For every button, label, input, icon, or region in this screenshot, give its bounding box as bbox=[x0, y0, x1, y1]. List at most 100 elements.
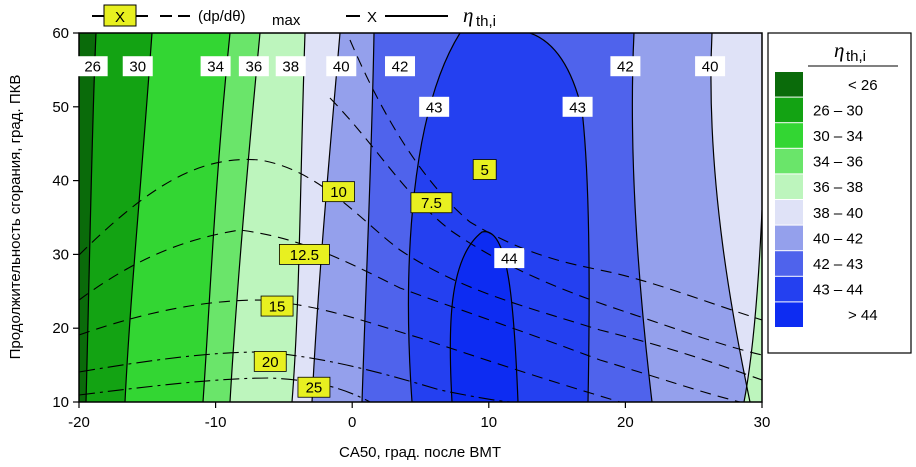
color-legend-swatch bbox=[775, 72, 803, 97]
eta-contour-label: 40 bbox=[702, 59, 719, 76]
color-legend-swatch bbox=[775, 225, 803, 251]
x-tick-label: -20 bbox=[68, 414, 90, 431]
y-tick-label: 50 bbox=[52, 99, 69, 116]
color-legend-swatch bbox=[775, 200, 803, 225]
legend-eta-marker-text: X bbox=[367, 9, 377, 26]
x-tick-label: 10 bbox=[480, 414, 497, 431]
dpdtheta-contour-label-box bbox=[322, 181, 355, 203]
color-legend-swatch bbox=[775, 174, 803, 199]
y-tick-label: 40 bbox=[52, 173, 69, 190]
color-legend-swatch bbox=[775, 302, 803, 327]
dpdtheta-contour-label-box bbox=[410, 192, 453, 214]
color-legend-band-label: 42 – 43 bbox=[813, 256, 863, 273]
eta-contour-label-box bbox=[695, 56, 726, 77]
band-fill-below-26 bbox=[79, 33, 96, 402]
eta-contour-label: 38 bbox=[282, 59, 299, 76]
color-legend-band-label: < 26 bbox=[848, 77, 878, 94]
eta-contour-label-box bbox=[494, 248, 525, 269]
eta-contour-label-box bbox=[562, 96, 593, 117]
color-legend-band-label: 36 – 38 bbox=[813, 179, 863, 196]
eta-contour-line-36 bbox=[229, 33, 261, 402]
x-tick-label: -10 bbox=[205, 414, 227, 431]
eta-contour-label: 34 bbox=[207, 59, 224, 76]
eta-contour-label-box bbox=[200, 56, 231, 77]
dpdtheta-contour-label-box bbox=[278, 243, 330, 265]
color-legend-band-label: > 44 bbox=[848, 307, 878, 324]
dpdtheta-contour-label-box bbox=[260, 295, 294, 317]
dpdtheta-contour-line-12_5 bbox=[79, 229, 741, 402]
pressure-rise-contour-lines bbox=[79, 39, 762, 402]
x-axis-ticks: -20 -10 0 10 20 30 bbox=[68, 402, 770, 431]
dpdtheta-contour-line-20 bbox=[79, 351, 511, 402]
eta-contour-label-box bbox=[122, 56, 153, 77]
pressure-rise-dashdot-lines bbox=[79, 351, 511, 402]
legend-eta-sub: th,i bbox=[476, 13, 496, 30]
color-legend-band-label: 30 – 34 bbox=[813, 128, 863, 145]
eta-contour-label: 43 bbox=[426, 99, 443, 116]
efficiency-contour-labels: 26 30 34 36 38 40 42 43 43 44 42 40 bbox=[77, 56, 726, 269]
eta-contour-label: 30 bbox=[129, 59, 146, 76]
eta-contour-label-box bbox=[77, 56, 108, 77]
y-tick-label: 60 bbox=[52, 25, 69, 42]
color-legend-swatch bbox=[775, 123, 803, 148]
dpdtheta-contour-label: 15 bbox=[269, 299, 286, 316]
color-legend-title: η bbox=[834, 38, 844, 62]
x-tick-label: 20 bbox=[617, 414, 634, 431]
eta-contour-label-box bbox=[326, 56, 357, 77]
y-tick-label: 20 bbox=[52, 320, 69, 337]
dpdtheta-contour-label-box bbox=[253, 351, 287, 372]
eta-contour-label-box bbox=[275, 56, 306, 77]
pressure-rise-contour-labels: 5 7.5 10 12.5 15 20 25 bbox=[253, 159, 497, 398]
eta-contour-line-42-left bbox=[361, 33, 375, 402]
x-tick-label: 30 bbox=[754, 414, 771, 431]
color-legend-band-label: 34 – 36 bbox=[813, 154, 863, 171]
y-tick-label: 10 bbox=[52, 394, 69, 411]
eta-contour-label: 40 bbox=[333, 59, 350, 76]
dpdtheta-contour-line-5 bbox=[349, 39, 762, 321]
dpdtheta-contour-label: 7.5 bbox=[421, 195, 442, 212]
color-legend-title-sub: th,i bbox=[846, 48, 866, 65]
eta-contour-label: 26 bbox=[84, 59, 101, 76]
eta-contour-label-box bbox=[610, 56, 641, 77]
color-legend-swatch bbox=[775, 97, 803, 123]
y-axis-ticks: 10 20 30 40 50 60 bbox=[52, 25, 79, 411]
y-axis-title: Продолжительность сгорания, град. ПКВ bbox=[7, 75, 24, 360]
x-axis-title: CA50, град. после ВМТ bbox=[339, 444, 501, 461]
contour-plot-area bbox=[79, 33, 762, 402]
eta-contour-line-40-right bbox=[710, 33, 751, 402]
dpdtheta-contour-label: 25 bbox=[306, 380, 323, 397]
color-legend-swatch bbox=[775, 251, 803, 276]
eta-contour-label: 36 bbox=[246, 59, 263, 76]
legend-dpdtheta-sub: max bbox=[272, 12, 301, 29]
eta-contour-label-box bbox=[419, 96, 450, 117]
dpdtheta-contour-line-15 bbox=[79, 299, 621, 402]
dpdtheta-contour-line-10 bbox=[79, 158, 762, 381]
legend-marker-text: X bbox=[115, 9, 125, 26]
color-legend-band-label: 43 – 44 bbox=[813, 282, 863, 299]
color-legend-bands: < 26 26 – 30 30 – 34 34 – 36 36 – 38 38 – 40 4… bbox=[775, 72, 878, 327]
color-scale-legend: η th,i < 26 26 – 30 30 – 34 34 – 36 36 – 38 3… bbox=[767, 32, 912, 354]
line-style-legend: X (dp/dθ) max X η th,i bbox=[92, 3, 496, 30]
color-legend-band-label: 38 – 40 bbox=[813, 205, 863, 222]
dpdtheta-contour-line-25 bbox=[79, 377, 371, 402]
eta-contour-line-38-right bbox=[743, 209, 762, 402]
dpdtheta-contour-label-box bbox=[297, 376, 331, 398]
eta-contour-line-30 bbox=[124, 33, 153, 402]
eta-contour-label: 44 bbox=[501, 251, 518, 268]
dpdtheta-contour-label: 10 bbox=[330, 184, 347, 201]
eta-contour-line-40-left bbox=[311, 33, 341, 402]
eta-contour-line-44 bbox=[449, 231, 519, 402]
dpdtheta-contour-label: 12.5 bbox=[290, 247, 319, 264]
legend-dpdtheta-label: (dp/dθ) bbox=[198, 8, 246, 25]
dpdtheta-contour-label: 5 bbox=[481, 162, 489, 179]
legend-eta-symbol: η bbox=[463, 3, 473, 27]
y-tick-label: 30 bbox=[52, 246, 69, 263]
color-legend-swatch bbox=[775, 276, 803, 302]
color-legend-swatch bbox=[775, 148, 803, 174]
eta-contour-label-box bbox=[385, 56, 416, 77]
color-legend-band-label: 26 – 30 bbox=[813, 102, 863, 119]
eta-contour-label: 42 bbox=[392, 59, 409, 76]
eta-contour-line-34 bbox=[202, 33, 231, 402]
eta-contour-line-38 bbox=[291, 33, 306, 402]
